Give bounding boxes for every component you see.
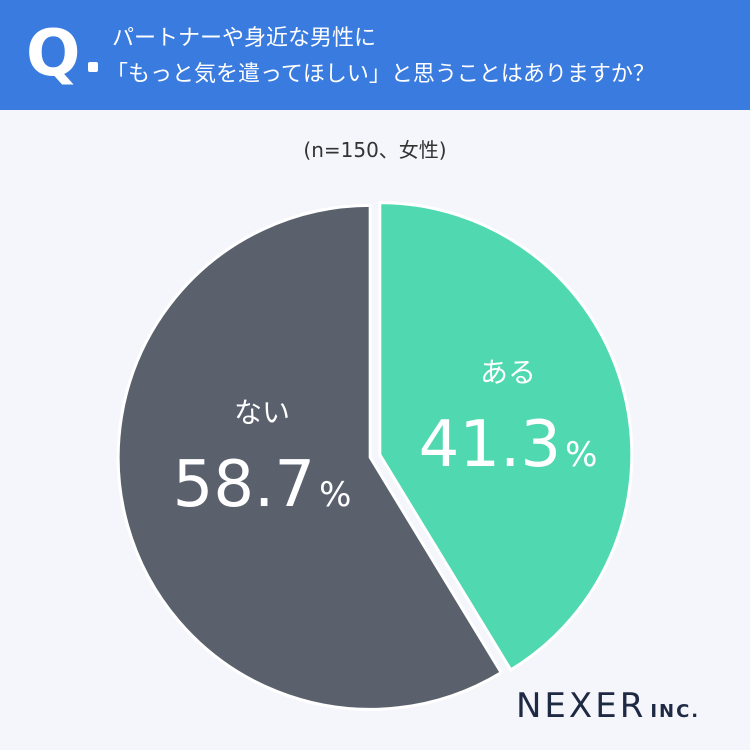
logo-sub-text: INC. [650, 701, 701, 722]
question-text-line1: パートナーや身近な男性に [112, 26, 377, 51]
pie-slice-yes [378, 201, 634, 672]
slice-category-label: ある [480, 356, 536, 389]
question-text-line2: 「もっと気を遣ってほしい」と思うことはありますか？ [106, 62, 655, 87]
nexer-logo: NEXER INC. [516, 686, 700, 726]
slice-value-label: 58.7% [173, 448, 352, 522]
question-mark-dot [88, 62, 98, 72]
sample-size-note: (n=150、女性) [303, 138, 447, 162]
slice-value-label: 41.3% [419, 408, 598, 482]
question-header: Q パートナーや身近な男性に 「もっと気を遣ってほしい」と思うことはありますか？ [0, 0, 750, 110]
question-mark: Q [26, 17, 81, 91]
slice-category-label: ない [234, 396, 290, 429]
logo-main-text: NEXER [516, 686, 647, 726]
pie-slice-no [116, 203, 504, 711]
